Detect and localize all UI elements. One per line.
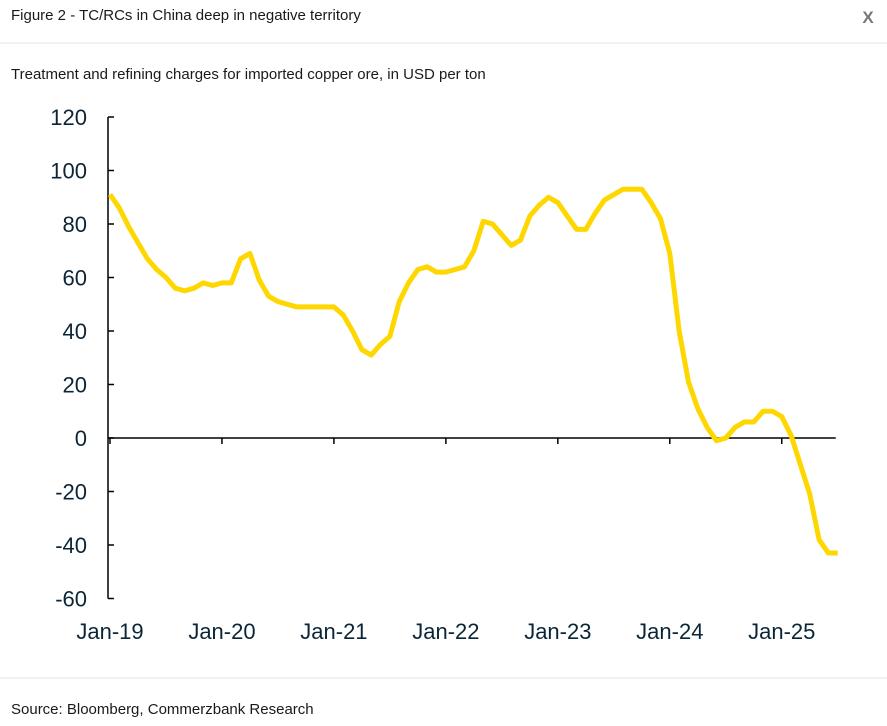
window-title: Figure 2 - TC/RCs in China deep in negat… bbox=[11, 7, 361, 24]
y-tick-label: 120 bbox=[50, 105, 87, 130]
x-tick-label: Jan-23 bbox=[524, 619, 591, 644]
y-tick-label: 100 bbox=[50, 159, 87, 184]
x-tick-label: Jan-25 bbox=[748, 619, 815, 644]
data-line bbox=[107, 186, 838, 556]
source: Source: Bloomberg, Commerzbank Research bbox=[11, 701, 314, 718]
y-tick-label: -20 bbox=[55, 480, 87, 505]
y-tick-label: 60 bbox=[63, 266, 87, 291]
y-tick-label: 20 bbox=[63, 373, 87, 398]
close-button[interactable]: X bbox=[862, 8, 874, 27]
y-tick-label: 80 bbox=[63, 212, 87, 237]
subtitle: Treatment and refining charges for impor… bbox=[11, 66, 486, 83]
y-tick-label: -40 bbox=[55, 533, 87, 558]
x-tick-label: Jan-20 bbox=[188, 619, 255, 644]
y-tick-label: 40 bbox=[63, 319, 87, 344]
x-tick-label: Jan-24 bbox=[636, 619, 703, 644]
x-tick-label: Jan-21 bbox=[300, 619, 367, 644]
y-tick-label: 0 bbox=[75, 426, 87, 451]
x-tick-label: Jan-22 bbox=[412, 619, 479, 644]
x-tick-label: Jan-19 bbox=[76, 619, 143, 644]
y-tick-label: -60 bbox=[55, 587, 87, 612]
